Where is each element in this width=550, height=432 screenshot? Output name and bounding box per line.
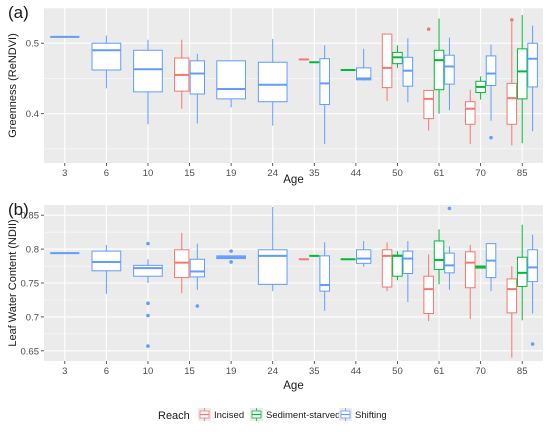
outlier-point [146,242,150,246]
x-tick-label: 24 [267,168,278,179]
box-body [134,265,163,276]
x-axis-title: Age [283,174,303,186]
box-body [528,43,538,87]
x-axis-title: Age [283,380,303,392]
x-tick-label: 3 [62,366,67,377]
box-body [434,50,444,89]
box-body [424,90,434,118]
y-axis-title: Leaf Water Content (NDII) [7,219,19,346]
panel-label: (b) [8,200,29,219]
box-body [445,55,455,84]
box-body [320,59,330,105]
outlier-point [229,260,233,264]
x-tick-label: 35 [309,366,320,377]
outlier-point [229,249,233,253]
box-body [217,61,246,99]
legend-title: Reach [158,410,190,422]
box-body [190,259,204,277]
x-tick-label: 85 [517,366,528,377]
x-tick-label: 50 [392,366,403,377]
box-body [434,241,444,269]
y-tick-label: 0.4 [26,109,39,120]
x-tick-label: 50 [392,168,403,179]
x-tick-label: 44 [351,366,362,377]
legend-label: Sediment-starved [266,410,340,421]
outlier-point [489,136,493,140]
x-tick-label: 61 [434,366,445,377]
x-tick-label: 15 [184,168,195,179]
x-tick-label: 10 [143,168,154,179]
legend-item-sediment-starved: Sediment-starved [250,408,340,421]
box-body [393,255,403,276]
box-body [507,279,517,313]
y-tick-label: 0.7 [26,312,39,323]
x-tick-label: 24 [267,366,278,377]
box-body [92,43,121,70]
outlier-point [196,304,200,308]
box-sediment-starved-50 [393,251,403,280]
x-tick-label: 70 [475,366,486,377]
box-body [403,57,413,86]
box-body [465,102,475,125]
y-tick-label: 0.65 [21,346,40,357]
box-body [382,34,392,88]
y-tick-label: 0.5 [26,39,39,50]
x-tick-label: 10 [143,366,154,377]
x-tick-label: 85 [517,168,528,179]
x-tick-label: 19 [226,366,237,377]
box-body [134,50,163,92]
box-body [190,61,204,94]
legend-item-shifting: Shifting [339,408,387,421]
y-tick-label: 0.75 [21,279,40,290]
box-body [424,276,434,313]
outlier-point [146,302,150,306]
box-body [258,62,287,101]
box-incised-50 [382,242,392,291]
x-tick-label: 70 [475,168,486,179]
box-body [517,257,527,286]
box-sediment-starved-70 [476,266,486,268]
y-axis-title: Greenness (ReNDVI) [7,33,19,138]
box-body [517,49,527,99]
x-tick-label: 19 [226,168,237,179]
box-body [445,253,455,273]
outlier-point [427,27,431,31]
box-body [528,250,538,282]
box-body [356,250,370,264]
outlier-point [146,314,150,318]
box-body [403,251,413,273]
panel-a: 0.4 0.5 3 6 10 15 19 24 35 44 50 61 70 85 (a) Age Greenn… [7,3,543,186]
x-tick-label: 61 [434,168,445,179]
x-tick-label: 6 [104,366,109,377]
x-tick-label: 35 [309,168,320,179]
box-body [507,83,517,124]
x-tick-label: 3 [62,168,67,179]
legend-label: Incised [214,410,244,421]
legend-label: Shifting [355,410,387,421]
box-body [175,250,189,278]
outlier-point [531,342,535,346]
x-tick-label: 15 [184,366,195,377]
panel-background [44,8,543,163]
box-body [92,251,121,271]
legend: Reach Incised Sediment-starved Shifting [158,408,387,422]
outlier-point [146,344,150,348]
box-body [486,56,496,86]
x-tick-label: 6 [104,168,109,179]
panel-label: (a) [8,3,29,22]
outlier-point [510,18,514,22]
legend-item-incised: Incised [198,408,244,421]
y-tick-label: 0.8 [26,245,39,256]
x-tick-label: 44 [351,168,362,179]
outlier-point [448,207,452,211]
box-body [465,252,475,288]
